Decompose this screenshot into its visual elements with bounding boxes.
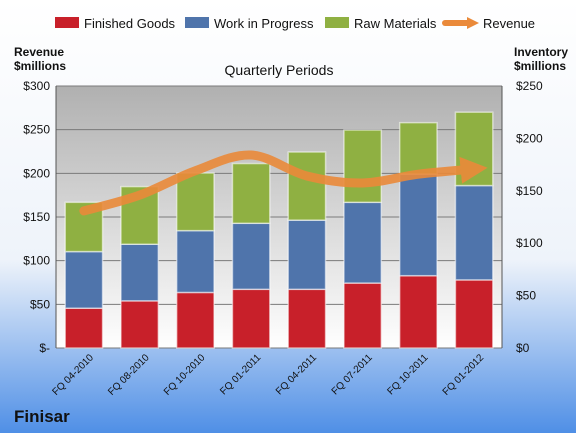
chart-title: Quarterly Periods [225,62,334,78]
legend-swatch-raw-materials [325,17,349,28]
bar-work-in-progress [175,229,215,294]
bar-raw-materials [343,129,383,204]
legend-label: Work in Progress [214,16,314,31]
left-tick-label: $50 [30,297,50,311]
right-tick-label: $50 [516,289,536,303]
bar-finished-goods [287,288,327,349]
bar-raw-materials [175,172,215,232]
bar-finished-goods [175,291,215,349]
right-axis-ticks: $0 $50 $100 $150 $200 $250 [516,79,543,355]
right-tick-label: $100 [516,236,543,250]
right-tick-label: $0 [516,341,530,355]
left-tick-label: $300 [23,79,50,93]
right-tick-label: $150 [516,184,543,198]
right-tick-label: $250 [516,79,543,93]
bar-work-in-progress [64,250,104,309]
left-tick-label: $150 [23,210,50,224]
revenue-line [79,150,488,216]
right-axis-label-line2: $millions [514,59,566,73]
bars [64,111,494,349]
bar-work-in-progress [287,219,327,291]
bar-finished-goods [64,307,104,349]
legend-swatch-finished-goods [55,17,79,28]
legend-swatch-work-in-progress [185,17,209,28]
left-axis-label-line2: $millions [14,59,66,73]
right-axis-label-line1: Inventory [514,45,568,59]
bar-finished-goods [231,288,271,349]
left-axis-label-line1: Revenue [14,45,64,59]
bar-finished-goods [454,279,494,349]
bar-raw-materials [231,162,271,225]
bar-work-in-progress [120,243,160,302]
legend-arrow [467,17,479,29]
revenue-line-group [79,150,488,216]
legend-label: Revenue [483,16,535,31]
bar-work-in-progress [343,201,383,284]
legend-label: Raw Materials [354,16,437,31]
bar-finished-goods [120,300,160,349]
legend-label: Finished Goods [84,16,176,31]
left-tick-label: $200 [23,166,50,180]
bar-work-in-progress [398,173,438,277]
left-tick-label: $100 [23,254,50,268]
company-name: Finisar [14,407,70,426]
bar-raw-materials [287,151,327,221]
bar-work-in-progress [454,184,494,281]
bar-work-in-progress [231,222,271,291]
legend: Finished Goods Work in Progress Raw Materi… [55,16,535,31]
left-tick-label: $250 [23,123,50,137]
left-axis-ticks: $- $50 $100 $150 $200 $250 $300 [23,79,50,355]
left-tick-label: $- [39,341,50,355]
bar-raw-materials [398,121,438,175]
right-tick-label: $200 [516,131,543,145]
bar-finished-goods [398,274,438,349]
bar-finished-goods [343,282,383,349]
